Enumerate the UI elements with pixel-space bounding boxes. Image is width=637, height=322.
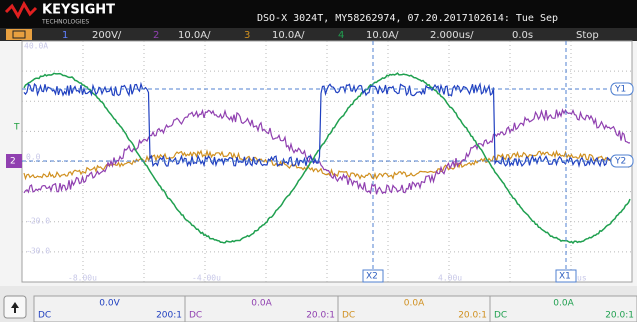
channel-box	[184, 295, 339, 322]
timebase: 2.000us/	[430, 30, 474, 41]
logo-wave	[4, 0, 38, 20]
y2-marker	[610, 154, 634, 168]
waveform	[23, 148, 631, 181]
channel-scale: 10.0A/	[178, 30, 211, 41]
trigger-marker: T	[13, 123, 20, 133]
x-label: 4.00u	[438, 274, 462, 283]
ch2-ground-marker	[6, 154, 22, 168]
x2-marker	[362, 269, 384, 283]
channel-panel: 0.0V DC 200:1 0.0A DC 20.0:1 0.0A DC 20.0:1 0.0A D…	[33, 295, 637, 322]
channel-box	[337, 295, 491, 322]
x1-label: X1	[559, 272, 571, 282]
channel-coupling: DC	[342, 311, 355, 321]
header-bar	[0, 0, 637, 28]
channel-coupling: DC	[494, 311, 507, 321]
y-label: -20.0	[26, 217, 50, 226]
channel-coupling: DC	[189, 311, 202, 321]
y2-label: Y2	[614, 157, 626, 167]
ch2-ground-label: 2	[10, 157, 16, 167]
x1-marker	[555, 269, 577, 283]
channel-probe: 20.0:1	[605, 311, 634, 321]
channel-number: 4	[338, 30, 344, 41]
channel-offset: 0.0A	[404, 299, 425, 309]
delay: 0.0s	[512, 30, 533, 41]
run-status: Stop	[576, 30, 599, 41]
channel-probe: 20.0:1	[306, 311, 335, 321]
menu-icon	[12, 30, 26, 39]
brand-sub: TECHNOLOGIES	[41, 19, 89, 26]
channel-probe: 20.0:1	[458, 311, 487, 321]
channel-settings: 1 200V/2 10.0A/3 10.0A/4 10.0A/	[62, 30, 399, 41]
y-label: 40.0A	[24, 42, 48, 51]
waveform	[23, 108, 630, 195]
channel-number: 3	[244, 30, 250, 41]
waveform	[23, 72, 631, 245]
y1-label: Y1	[614, 85, 626, 95]
channel-scale: 10.0A/	[272, 30, 305, 41]
channel-number: 1	[62, 30, 68, 41]
y-label: -30.0	[26, 247, 50, 256]
channel-coupling: DC	[38, 311, 51, 321]
device-info: DSO-X 3024T, MY58262974, 07.20.201710261…	[257, 13, 558, 24]
y1-marker	[610, 82, 634, 96]
x-label: -8.00u	[68, 274, 97, 283]
brand: KEYSIGHT	[42, 3, 115, 18]
menu-button[interactable]	[6, 29, 32, 40]
channel-number: 2	[153, 30, 159, 41]
x2-label: X2	[366, 272, 378, 282]
channel-probe: 200:1	[156, 311, 182, 321]
x-label: -4.00u	[192, 274, 221, 283]
channel-scale: 10.0A/	[366, 30, 399, 41]
channel-offset: 0.0A	[251, 299, 272, 309]
up-arrow-icon	[11, 302, 19, 313]
y-label: 0.0	[26, 153, 41, 162]
channel-scale: 200V/	[92, 30, 122, 41]
channel-offset: 0.0A	[553, 299, 574, 309]
channel-box	[489, 295, 637, 322]
x-label: us	[577, 274, 587, 283]
channel-offset: 0.0V	[99, 299, 120, 309]
channel-bar	[0, 28, 637, 41]
